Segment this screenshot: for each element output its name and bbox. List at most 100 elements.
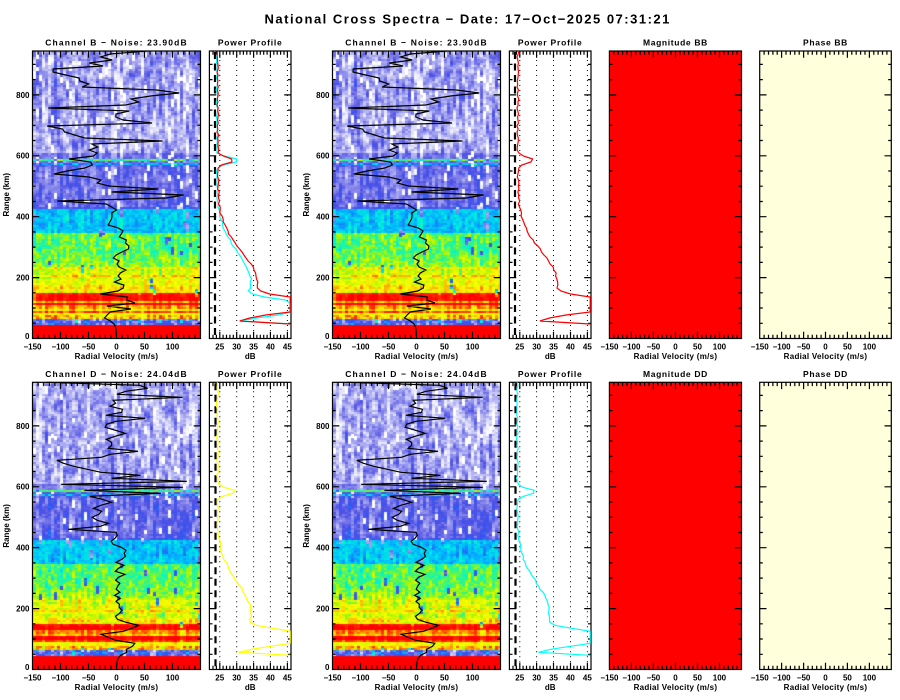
svg-text:Radial Velocity (m/s): Radial Velocity (m/s) <box>75 352 159 361</box>
svg-text:−100: −100 <box>773 674 792 683</box>
svg-text:−150: −150 <box>600 674 619 683</box>
svg-text:−100: −100 <box>622 674 641 683</box>
svg-text:600: 600 <box>16 152 30 161</box>
svg-text:35: 35 <box>549 343 558 352</box>
svg-text:Range (km): Range (km) <box>302 173 311 217</box>
svg-text:0: 0 <box>325 663 330 672</box>
svg-text:−150: −150 <box>600 343 619 352</box>
svg-text:45: 45 <box>283 343 292 352</box>
svg-text:100: 100 <box>863 674 877 683</box>
svg-text:−50: −50 <box>797 674 811 683</box>
svg-text:−150: −150 <box>323 674 342 683</box>
svg-text:Radial Velocity (m/s): Radial Velocity (m/s) <box>784 352 868 361</box>
svg-text:40: 40 <box>566 674 575 683</box>
svg-text:0: 0 <box>673 674 678 683</box>
svg-text:0: 0 <box>114 674 119 683</box>
svg-text:600: 600 <box>316 152 330 161</box>
svg-text:45: 45 <box>583 343 592 352</box>
svg-text:0: 0 <box>673 343 678 352</box>
svg-text:−100: −100 <box>51 674 70 683</box>
svg-text:Channel B − Noise: 23.90dB: Channel B − Noise: 23.90dB <box>345 38 488 48</box>
svg-text:40: 40 <box>266 674 275 683</box>
svg-text:−50: −50 <box>647 343 661 352</box>
svg-text:0: 0 <box>25 663 30 672</box>
svg-text:−150: −150 <box>751 674 770 683</box>
svg-text:50: 50 <box>843 343 852 352</box>
svg-text:25: 25 <box>515 343 524 352</box>
svg-text:100: 100 <box>166 674 180 683</box>
svg-text:Magnitude BB: Magnitude BB <box>643 38 708 48</box>
svg-text:25: 25 <box>515 674 524 683</box>
svg-text:dB: dB <box>545 683 556 692</box>
svg-text:0: 0 <box>823 343 828 352</box>
svg-text:50: 50 <box>440 674 449 683</box>
svg-text:−100: −100 <box>51 343 70 352</box>
svg-text:50: 50 <box>440 343 449 352</box>
svg-text:200: 200 <box>316 273 330 282</box>
svg-text:600: 600 <box>16 483 30 492</box>
svg-text:30: 30 <box>532 343 541 352</box>
svg-text:−100: −100 <box>773 343 792 352</box>
svg-text:−100: −100 <box>622 343 641 352</box>
svg-text:35: 35 <box>249 674 258 683</box>
svg-text:Radial Velocity (m/s): Radial Velocity (m/s) <box>634 352 718 361</box>
svg-text:−50: −50 <box>647 674 661 683</box>
svg-text:30: 30 <box>232 343 241 352</box>
svg-text:35: 35 <box>249 343 258 352</box>
svg-text:−50: −50 <box>82 674 96 683</box>
svg-text:Range (km): Range (km) <box>2 504 11 548</box>
svg-text:−100: −100 <box>351 343 370 352</box>
svg-text:Radial Velocity (m/s): Radial Velocity (m/s) <box>784 683 868 692</box>
svg-text:100: 100 <box>713 343 727 352</box>
svg-text:Radial Velocity (m/s): Radial Velocity (m/s) <box>634 683 718 692</box>
svg-text:−150: −150 <box>751 343 770 352</box>
svg-text:45: 45 <box>283 674 292 683</box>
svg-text:200: 200 <box>16 604 30 613</box>
svg-text:−100: −100 <box>351 674 370 683</box>
svg-text:50: 50 <box>140 674 149 683</box>
svg-text:Range (km): Range (km) <box>302 504 311 548</box>
svg-text:Power Profile: Power Profile <box>218 38 283 48</box>
svg-text:200: 200 <box>316 604 330 613</box>
svg-text:30: 30 <box>532 674 541 683</box>
svg-text:Radial Velocity (m/s): Radial Velocity (m/s) <box>375 683 459 692</box>
svg-text:400: 400 <box>16 544 30 553</box>
svg-text:Channel D − Noise: 24.04dB: Channel D − Noise: 24.04dB <box>345 369 488 379</box>
svg-text:Magnitude DD: Magnitude DD <box>643 369 708 379</box>
svg-text:0: 0 <box>414 343 419 352</box>
svg-text:40: 40 <box>566 343 575 352</box>
svg-text:0: 0 <box>325 332 330 341</box>
svg-text:25: 25 <box>215 343 224 352</box>
svg-text:25: 25 <box>215 674 224 683</box>
svg-text:100: 100 <box>466 674 480 683</box>
svg-text:400: 400 <box>16 213 30 222</box>
svg-text:−50: −50 <box>82 343 96 352</box>
svg-text:Range (km): Range (km) <box>2 173 11 217</box>
svg-text:50: 50 <box>140 343 149 352</box>
svg-text:dB: dB <box>245 683 256 692</box>
svg-text:Power Profile: Power Profile <box>518 369 583 379</box>
svg-text:35: 35 <box>549 674 558 683</box>
svg-text:800: 800 <box>16 91 30 100</box>
svg-text:dB: dB <box>545 352 556 361</box>
svg-text:100: 100 <box>713 674 727 683</box>
svg-text:400: 400 <box>316 544 330 553</box>
svg-text:−150: −150 <box>23 343 42 352</box>
svg-text:Radial Velocity (m/s): Radial Velocity (m/s) <box>75 683 159 692</box>
svg-text:dB: dB <box>245 352 256 361</box>
svg-text:0: 0 <box>414 674 419 683</box>
svg-text:0: 0 <box>25 332 30 341</box>
svg-text:Channel B − Noise: 23.90dB: Channel B − Noise: 23.90dB <box>45 38 188 48</box>
svg-text:800: 800 <box>316 422 330 431</box>
svg-text:400: 400 <box>316 213 330 222</box>
svg-text:50: 50 <box>693 343 702 352</box>
svg-text:Radial Velocity (m/s): Radial Velocity (m/s) <box>375 352 459 361</box>
svg-text:Phase DD: Phase DD <box>803 369 848 379</box>
svg-text:100: 100 <box>166 343 180 352</box>
svg-text:50: 50 <box>693 674 702 683</box>
svg-text:−150: −150 <box>323 343 342 352</box>
svg-text:−50: −50 <box>797 343 811 352</box>
svg-text:100: 100 <box>863 343 877 352</box>
svg-text:100: 100 <box>466 343 480 352</box>
svg-text:30: 30 <box>232 674 241 683</box>
